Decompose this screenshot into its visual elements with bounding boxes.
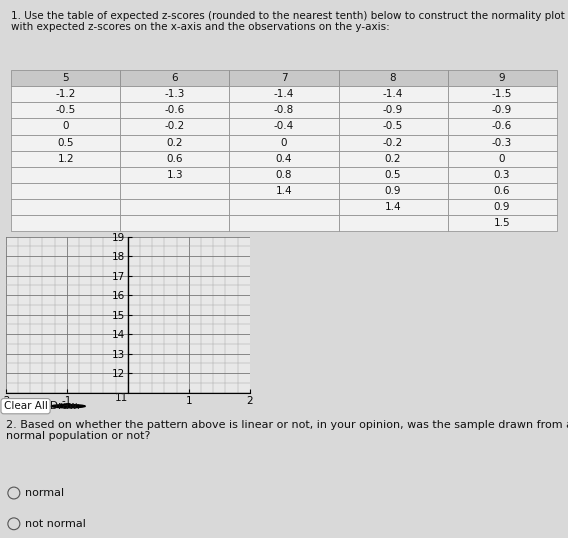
Text: 0.6: 0.6 — [166, 154, 183, 164]
Text: normal: normal — [25, 488, 64, 498]
FancyBboxPatch shape — [339, 151, 448, 167]
Text: -0.8: -0.8 — [274, 105, 294, 115]
Text: -1.4: -1.4 — [383, 89, 403, 99]
FancyBboxPatch shape — [448, 86, 557, 102]
FancyBboxPatch shape — [339, 86, 448, 102]
FancyBboxPatch shape — [339, 183, 448, 199]
FancyBboxPatch shape — [120, 70, 229, 86]
Text: 0.9: 0.9 — [494, 202, 511, 212]
FancyBboxPatch shape — [448, 151, 557, 167]
Text: -0.6: -0.6 — [492, 122, 512, 131]
Text: 1.4: 1.4 — [385, 202, 402, 212]
Text: -0.9: -0.9 — [492, 105, 512, 115]
FancyBboxPatch shape — [339, 102, 448, 118]
FancyBboxPatch shape — [11, 183, 120, 199]
Text: -0.9: -0.9 — [383, 105, 403, 115]
Text: not normal: not normal — [25, 519, 86, 529]
Text: -0.2: -0.2 — [165, 122, 185, 131]
Text: 0.5: 0.5 — [385, 170, 402, 180]
FancyBboxPatch shape — [120, 102, 229, 118]
FancyBboxPatch shape — [339, 134, 448, 151]
FancyBboxPatch shape — [448, 70, 557, 86]
Text: 2. Based on whether the pattern above is linear or not, in your opinion, was the: 2. Based on whether the pattern above is… — [6, 420, 568, 441]
FancyBboxPatch shape — [229, 151, 339, 167]
Text: 1. Use the table of expected z-scores (rounded to the nearest tenth) below to co: 1. Use the table of expected z-scores (r… — [11, 11, 565, 32]
Text: -0.4: -0.4 — [274, 122, 294, 131]
Circle shape — [51, 405, 85, 408]
FancyBboxPatch shape — [120, 118, 229, 134]
FancyBboxPatch shape — [448, 118, 557, 134]
FancyBboxPatch shape — [120, 167, 229, 183]
FancyBboxPatch shape — [229, 118, 339, 134]
Text: 0.2: 0.2 — [385, 154, 402, 164]
Text: -0.2: -0.2 — [383, 138, 403, 147]
FancyBboxPatch shape — [120, 86, 229, 102]
FancyBboxPatch shape — [339, 167, 448, 183]
FancyBboxPatch shape — [229, 70, 339, 86]
Text: 0.4: 0.4 — [275, 154, 293, 164]
Text: 1.2: 1.2 — [57, 154, 74, 164]
FancyBboxPatch shape — [448, 134, 557, 151]
Text: 8: 8 — [390, 73, 396, 83]
Text: -1.3: -1.3 — [165, 89, 185, 99]
FancyBboxPatch shape — [120, 183, 229, 199]
Text: 0: 0 — [281, 138, 287, 147]
FancyBboxPatch shape — [229, 199, 339, 215]
Text: 0.2: 0.2 — [166, 138, 183, 147]
Text: 1.5: 1.5 — [494, 218, 511, 228]
FancyBboxPatch shape — [11, 134, 120, 151]
Text: 0: 0 — [499, 154, 506, 164]
Text: 0.6: 0.6 — [494, 186, 511, 196]
Text: 11: 11 — [115, 393, 128, 403]
FancyBboxPatch shape — [448, 183, 557, 199]
Text: -0.3: -0.3 — [492, 138, 512, 147]
Text: 0.5: 0.5 — [57, 138, 74, 147]
FancyBboxPatch shape — [11, 215, 120, 231]
FancyBboxPatch shape — [120, 199, 229, 215]
Text: -0.5: -0.5 — [383, 122, 403, 131]
Text: 1.4: 1.4 — [275, 186, 293, 196]
FancyBboxPatch shape — [11, 86, 120, 102]
Text: 5: 5 — [62, 73, 69, 83]
FancyBboxPatch shape — [448, 199, 557, 215]
FancyBboxPatch shape — [339, 118, 448, 134]
FancyBboxPatch shape — [229, 102, 339, 118]
FancyBboxPatch shape — [339, 215, 448, 231]
FancyBboxPatch shape — [11, 199, 120, 215]
FancyBboxPatch shape — [11, 70, 120, 86]
FancyBboxPatch shape — [448, 215, 557, 231]
Text: 7: 7 — [281, 73, 287, 83]
FancyBboxPatch shape — [11, 102, 120, 118]
FancyBboxPatch shape — [448, 167, 557, 183]
Text: 0.3: 0.3 — [494, 170, 511, 180]
Text: Clear All: Clear All — [3, 401, 48, 411]
FancyBboxPatch shape — [229, 183, 339, 199]
FancyBboxPatch shape — [120, 151, 229, 167]
Text: -1.5: -1.5 — [492, 89, 512, 99]
Text: 0: 0 — [62, 122, 69, 131]
Text: -1.4: -1.4 — [274, 89, 294, 99]
Text: 1.3: 1.3 — [166, 170, 183, 180]
FancyBboxPatch shape — [120, 215, 229, 231]
FancyBboxPatch shape — [229, 167, 339, 183]
Text: -1.2: -1.2 — [56, 89, 76, 99]
FancyBboxPatch shape — [11, 167, 120, 183]
FancyBboxPatch shape — [120, 134, 229, 151]
FancyBboxPatch shape — [448, 102, 557, 118]
FancyBboxPatch shape — [229, 215, 339, 231]
FancyBboxPatch shape — [229, 86, 339, 102]
Text: 9: 9 — [499, 73, 506, 83]
Text: 0.8: 0.8 — [275, 170, 293, 180]
FancyBboxPatch shape — [339, 199, 448, 215]
Text: 6: 6 — [172, 73, 178, 83]
FancyBboxPatch shape — [339, 70, 448, 86]
FancyBboxPatch shape — [11, 118, 120, 134]
Text: -0.6: -0.6 — [165, 105, 185, 115]
Text: 0.9: 0.9 — [385, 186, 402, 196]
Text: -0.5: -0.5 — [56, 105, 76, 115]
FancyBboxPatch shape — [11, 151, 120, 167]
Text: Draw:: Draw: — [50, 401, 80, 411]
FancyBboxPatch shape — [229, 134, 339, 151]
